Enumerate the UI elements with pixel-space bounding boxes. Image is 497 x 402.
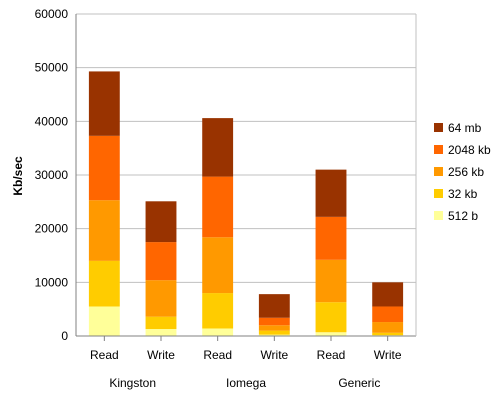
x-tick-label: Read — [90, 348, 119, 362]
legend-swatch — [434, 167, 443, 176]
legend: 64 mb 2048 kb 256 kb 32 kb 512 b — [434, 121, 491, 223]
bar-segment-256-kb — [202, 237, 234, 294]
bar-segment-32-kb — [372, 332, 404, 336]
group-label: Generic — [338, 376, 380, 390]
y-tick-label: 60000 — [35, 7, 69, 21]
legend-label: 32 kb — [448, 187, 478, 201]
bar-segment-256-kb — [372, 322, 404, 333]
legend-swatch — [434, 211, 443, 220]
bar-segment-64-mb — [372, 282, 404, 307]
legend-swatch — [434, 145, 443, 154]
bar-segment-512-b — [145, 329, 177, 336]
bar-segment-256-kb — [315, 259, 347, 303]
bar-segment-64-mb — [315, 169, 347, 217]
group-label: Kingston — [109, 376, 156, 390]
bar-segment-32-kb — [202, 293, 234, 329]
bar-segment-32-kb — [145, 316, 177, 330]
group-labels: Kingston Iomega Generic — [109, 376, 380, 390]
y-tick-label: 0 — [61, 329, 68, 343]
bar-segment-2048-kb — [315, 216, 347, 260]
legend-swatch — [434, 123, 443, 132]
legend-label: 512 b — [448, 209, 478, 223]
bar-segment-2048-kb — [202, 176, 234, 238]
bar-segment-2048-kb — [145, 242, 177, 281]
bar-segment-512-b — [202, 328, 234, 336]
x-tick-label: Write — [260, 348, 288, 362]
x-tick-label: Read — [203, 348, 232, 362]
bar-segment-512-b — [88, 306, 120, 336]
bar-segment-256-kb — [88, 200, 120, 261]
y-tick-label: 30000 — [35, 168, 69, 182]
bar-segment-256-kb — [258, 325, 290, 331]
bar-segment-2048-kb — [258, 317, 290, 326]
bar-segment-512-b — [315, 332, 347, 336]
group-label: Iomega — [226, 376, 266, 390]
bar-segment-32-kb — [258, 330, 290, 335]
bars — [88, 71, 404, 336]
bar-segment-64-mb — [258, 294, 290, 318]
bar-segment-32-kb — [315, 302, 347, 333]
legend-swatch — [434, 189, 443, 198]
x-tick-label: Read — [317, 348, 346, 362]
y-tick-label: 20000 — [35, 222, 69, 236]
bar-segment-2048-kb — [372, 306, 404, 323]
x-tick-label: Write — [147, 348, 175, 362]
x-tick-labels: Read Write Read Write Read Write — [90, 348, 402, 362]
bar-segment-64-mb — [88, 71, 120, 136]
bar-segment-64-mb — [202, 118, 234, 177]
legend-label: 256 kb — [448, 165, 484, 179]
bar-segment-2048-kb — [88, 135, 120, 201]
bar-segment-512-b — [258, 334, 290, 336]
y-tick-label: 10000 — [35, 275, 69, 289]
bar-segment-64-mb — [145, 201, 177, 243]
axes — [75, 14, 417, 341]
gridlines — [76, 13, 416, 283]
bar-segment-32-kb — [88, 260, 120, 307]
y-tick-label: 50000 — [35, 61, 69, 75]
y-tick-label: 40000 — [35, 114, 69, 128]
legend-label: 2048 kb — [448, 143, 491, 157]
y-tick-labels: 0 10000 20000 30000 40000 50000 60000 — [35, 7, 69, 343]
y-axis-label: Kb/sec — [11, 156, 25, 196]
bar-segment-256-kb — [145, 280, 177, 317]
legend-label: 64 mb — [448, 121, 482, 135]
x-tick-label: Write — [374, 348, 402, 362]
